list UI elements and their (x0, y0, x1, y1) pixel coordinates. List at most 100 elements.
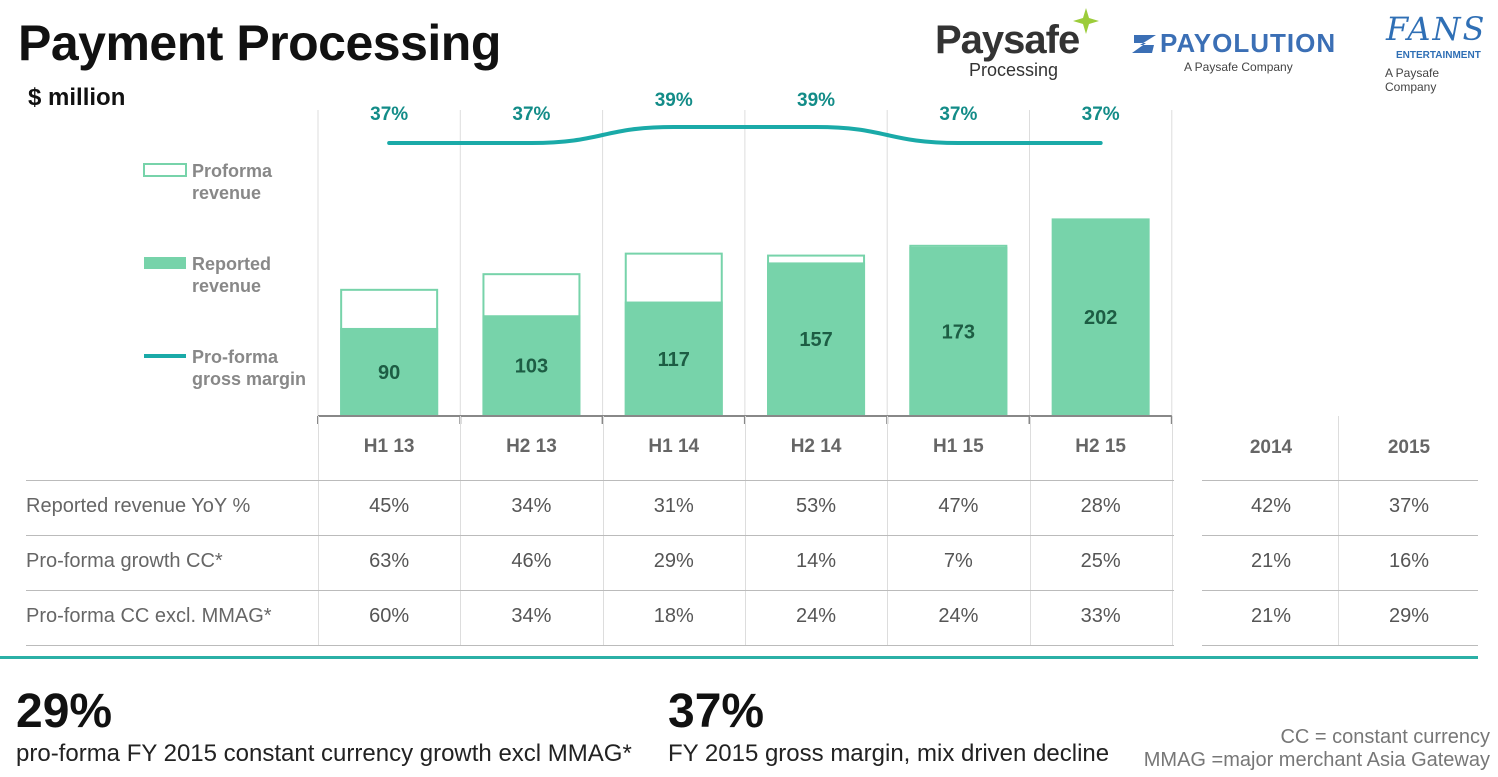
bar-value-label: 157 (799, 329, 832, 351)
table-header: H2 13 (506, 436, 557, 457)
table-header-fy: 2015 (1387, 437, 1431, 458)
footnote-mmag: MMAG =major merchant Asia Gateway (1143, 749, 1490, 771)
bar-value-label: 202 (1084, 307, 1117, 329)
reported-bar (624, 301, 723, 416)
table-cell: 14% (796, 550, 837, 572)
table-cell-fy: 37% (1388, 495, 1430, 517)
table-row-label: Pro-forma CC excl. MMAG* (26, 605, 272, 627)
legend-label: gross margin (192, 369, 306, 389)
table-row-divider (26, 480, 1174, 481)
table-header-fy: 2014 (1249, 437, 1293, 458)
page-title: Payment Processing (18, 15, 501, 71)
table-cell: 53% (796, 495, 837, 517)
table-cell: 60% (369, 605, 410, 627)
payolution-logo: PAYOLUTION A Paysafe Company (1132, 28, 1335, 78)
table-cell: 47% (938, 495, 979, 517)
footnote-cc: CC = constant currency (1280, 726, 1490, 748)
bar-value-label: 117 (658, 349, 690, 371)
table-col-divider (318, 416, 319, 646)
table-cell: 45% (369, 495, 410, 517)
table-cell-fy: 21% (1250, 605, 1292, 627)
legend-label: Reported (192, 254, 271, 274)
bar-value-label: 173 (942, 321, 975, 343)
table-col-divider (745, 416, 746, 646)
table-row-label: Reported revenue YoY % (26, 495, 251, 517)
table-col-divider (1338, 416, 1339, 646)
bar-value-label: 90 (378, 362, 400, 384)
table-cell: 29% (653, 550, 694, 572)
reported-bar (482, 315, 581, 416)
payolution-z-icon (1132, 35, 1156, 53)
legend-swatch-proforma (143, 163, 187, 177)
revenue-chart: 90 103 117 157 173 202 37% 37% 39% 39% 37% 37% Profo… (143, 90, 1173, 424)
kpi-growth-value: 29% (16, 685, 113, 738)
kpi-margin-label: FY 2015 gross margin, mix driven decline (668, 740, 1110, 767)
legend-label: revenue (192, 183, 261, 203)
margin-label: 39% (797, 90, 835, 111)
table-col-divider (1030, 416, 1031, 646)
legend-label: revenue (192, 276, 261, 296)
reported-bar (909, 246, 1008, 416)
table-cell: 24% (938, 605, 979, 627)
table-cell-fy: 29% (1388, 605, 1430, 627)
payolution-logo-text: PAYOLUTION (1160, 28, 1337, 58)
unit-label: $ million (28, 84, 126, 111)
table-cell: 46% (511, 550, 552, 572)
table-cell: 31% (653, 495, 694, 517)
table-row-divider (26, 645, 1174, 646)
table-row-label: Pro-forma growth CC* (26, 550, 223, 572)
reported-bar (1051, 218, 1150, 416)
table-cell: 24% (796, 605, 837, 627)
table-header: H2 14 (790, 436, 842, 457)
table-header: H1 13 (363, 436, 415, 457)
margin-label: 37% (1082, 104, 1120, 125)
paysafe-logo: Paysafe Processing (935, 8, 1100, 82)
table-row-divider (1202, 535, 1478, 536)
fans-logo-text: FANS (1386, 10, 1487, 48)
payolution-logo-sub: A Paysafe Company (1184, 60, 1293, 74)
table-cell-fy: 42% (1250, 495, 1292, 517)
table-cell: 28% (1080, 495, 1121, 517)
table-row-divider (1202, 590, 1478, 591)
margin-label: 39% (655, 90, 693, 111)
legend-swatch-reported (144, 257, 186, 269)
reported-bar (767, 262, 866, 416)
paysafe-logo-text: Paysafe (935, 18, 1080, 62)
table-row-divider (1202, 480, 1478, 481)
table-header: H1 15 (932, 436, 984, 457)
gross-margin-line (387, 124, 1103, 146)
table-col-divider (460, 416, 461, 646)
margin-label: 37% (370, 104, 408, 125)
table-header: H2 15 (1075, 436, 1126, 457)
table-cell: 18% (653, 605, 694, 627)
table-row-divider (26, 535, 1174, 536)
kpi-margin-value: 37% (668, 685, 765, 738)
table-cell: 7% (943, 550, 973, 572)
table-cell: 63% (369, 550, 410, 572)
fans-logo-sub: A Paysafe Company (1385, 66, 1440, 94)
fans-logo: FANS ENTERTAINMENT A Paysafe Company (1380, 10, 1492, 94)
table-cell: 33% (1080, 605, 1121, 627)
legend-label: Proforma (192, 161, 273, 181)
table-cell: 25% (1080, 550, 1121, 572)
margin-label: 37% (939, 104, 977, 125)
reported-bar (340, 327, 439, 416)
legend-label: Pro-forma (192, 347, 279, 367)
kpi-growth-label: pro-forma FY 2015 constant currency grow… (16, 740, 632, 767)
table-cell-fy: 16% (1388, 550, 1430, 572)
table-cell: 34% (511, 495, 552, 517)
table-cell: 34% (511, 605, 552, 627)
paysafe-logo-sub: Processing (969, 60, 1059, 80)
accent-divider (0, 656, 1478, 659)
table-cell-fy: 21% (1250, 550, 1292, 572)
bar-value-label: 103 (515, 356, 548, 378)
table-col-divider (603, 416, 604, 646)
fans-logo-entertainment: ENTERTAINMENT (1396, 50, 1481, 61)
table-row-divider (1202, 645, 1478, 646)
table-col-divider (887, 416, 888, 646)
paysafe-star-icon (1073, 8, 1099, 34)
table-row-divider (26, 590, 1174, 591)
table-col-divider (1172, 416, 1173, 646)
margin-label: 37% (512, 104, 550, 125)
table-header: H1 14 (648, 436, 700, 457)
